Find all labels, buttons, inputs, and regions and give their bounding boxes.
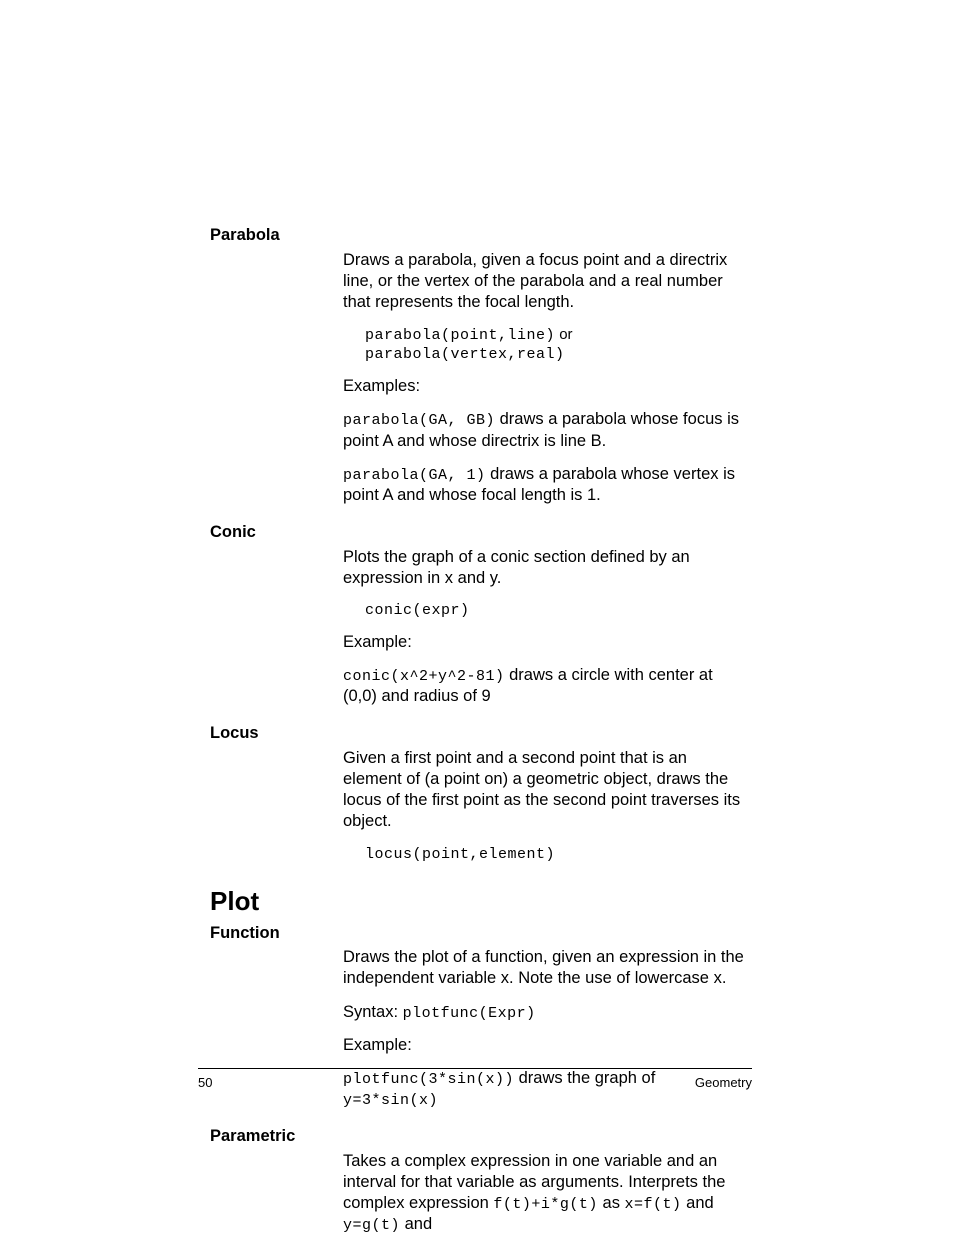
parabola-ex2-code: parabola(GA, 1) [343,467,486,484]
entry-locus-body: Given a first point and a second point t… [210,748,750,876]
entry-conic-body: Plots the graph of a conic section defin… [210,547,750,720]
page-number: 50 [198,1075,212,1090]
function-text: Draws the plot of a function, given an e… [343,947,750,1122]
parametric-mid1: as [598,1194,625,1212]
function-syntax-label: Syntax: [343,1003,403,1021]
page-footer: 50 Geometry [198,1068,752,1090]
label-conic: Conic [210,522,343,543]
entry-conic: Conic [210,522,750,543]
footer-section: Geometry [695,1075,752,1090]
parabola-ex2: parabola(GA, 1) draws a parabola whose v… [343,464,750,506]
label-parametric: Parametric [210,1126,343,1147]
entry-function: Function [210,923,750,944]
entry-parametric-body: Takes a complex expression in one variab… [210,1151,750,1236]
parabola-syntax: parabola(point,line) or parabola(vertex,… [343,325,750,364]
footer-row: 50 Geometry [198,1069,752,1090]
conic-syntax: conic(expr) [343,601,750,620]
conic-desc: Plots the graph of a conic section defin… [343,547,750,589]
entry-locus: Locus [210,723,750,744]
locus-syntax-code: locus(point,element) [365,846,555,863]
parabola-examples-label: Examples: [343,376,750,397]
entry-parabola: Parabola [210,225,750,246]
parabola-syntax-or: or [555,326,573,343]
function-desc: Draws the plot of a function, given an e… [343,947,750,989]
parametric-code1: f(t)+i*g(t) [493,1196,598,1213]
parabola-ex1-code: parabola(GA, GB) [343,412,495,429]
function-ex-code2: y=3*sin(x) [343,1092,438,1109]
entry-function-body: Draws the plot of a function, given an e… [210,947,750,1122]
parametric-desc: Takes a complex expression in one variab… [343,1151,750,1236]
function-syntax-code: plotfunc(Expr) [403,1005,536,1022]
parabola-desc: Draws a parabola, given a focus point an… [343,250,750,313]
parametric-code2: x=f(t) [625,1196,682,1213]
locus-desc: Given a first point and a second point t… [343,748,750,832]
parabola-syntax-code1: parabola(point,line) [365,327,555,344]
parametric-text: Takes a complex expression in one variab… [343,1151,750,1236]
parametric-mid2: and [682,1194,714,1212]
entry-parametric: Parametric [210,1126,750,1147]
locus-syntax: locus(point,element) [343,845,750,864]
entry-parabola-body: Draws a parabola, given a focus point an… [210,250,750,518]
conic-ex: conic(x^2+y^2-81) draws a circle with ce… [343,665,750,707]
parabola-text: Draws a parabola, given a focus point an… [343,250,750,518]
conic-example-label: Example: [343,632,750,653]
function-example-label: Example: [343,1035,750,1056]
parametric-code3: y=g(t) [343,1217,400,1234]
conic-text: Plots the graph of a conic section defin… [343,547,750,720]
parametric-tail: and [400,1215,432,1233]
label-parabola: Parabola [210,225,343,246]
parabola-syntax-code2: parabola(vertex,real) [365,346,565,363]
conic-syntax-code: conic(expr) [365,602,470,619]
conic-ex-code: conic(x^2+y^2-81) [343,668,505,685]
page: Parabola Draws a parabola, given a focus… [0,0,954,1235]
function-syntax: Syntax: plotfunc(Expr) [343,1002,750,1023]
parabola-ex1: parabola(GA, GB) draws a parabola whose … [343,409,750,451]
label-locus: Locus [210,723,343,744]
locus-text: Given a first point and a second point t… [343,748,750,876]
label-function: Function [210,923,343,944]
heading-plot: Plot [210,886,750,917]
